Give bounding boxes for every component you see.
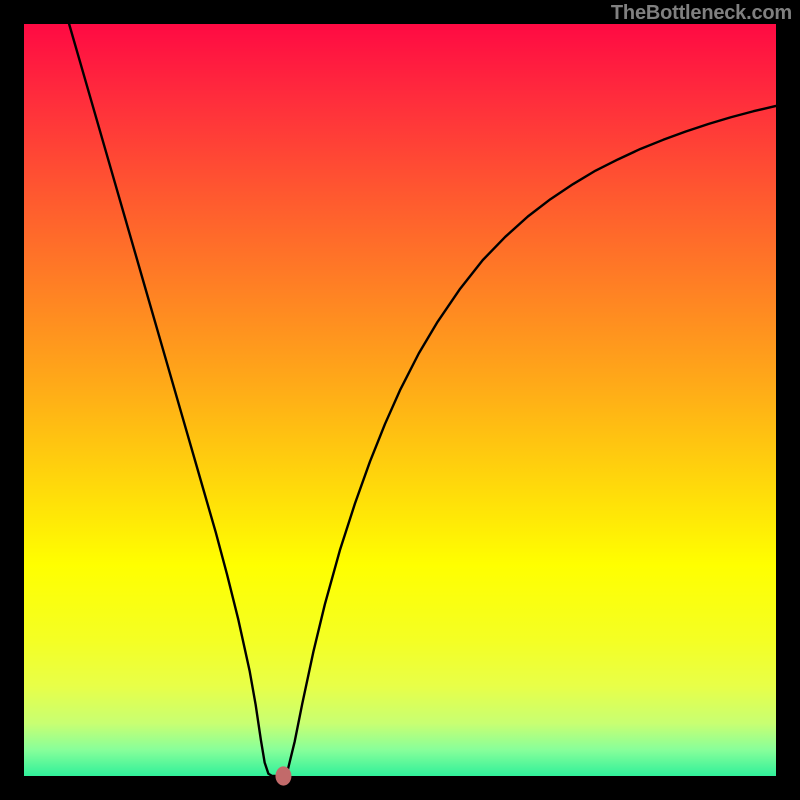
chart-svg (0, 0, 800, 800)
frame-border (776, 0, 800, 800)
plot-background (24, 24, 776, 776)
frame-border (0, 0, 24, 800)
frame-border (0, 0, 800, 24)
frame-border (0, 776, 800, 800)
bottleneck-chart: TheBottleneck.com (0, 0, 800, 800)
minimum-marker (275, 766, 291, 785)
